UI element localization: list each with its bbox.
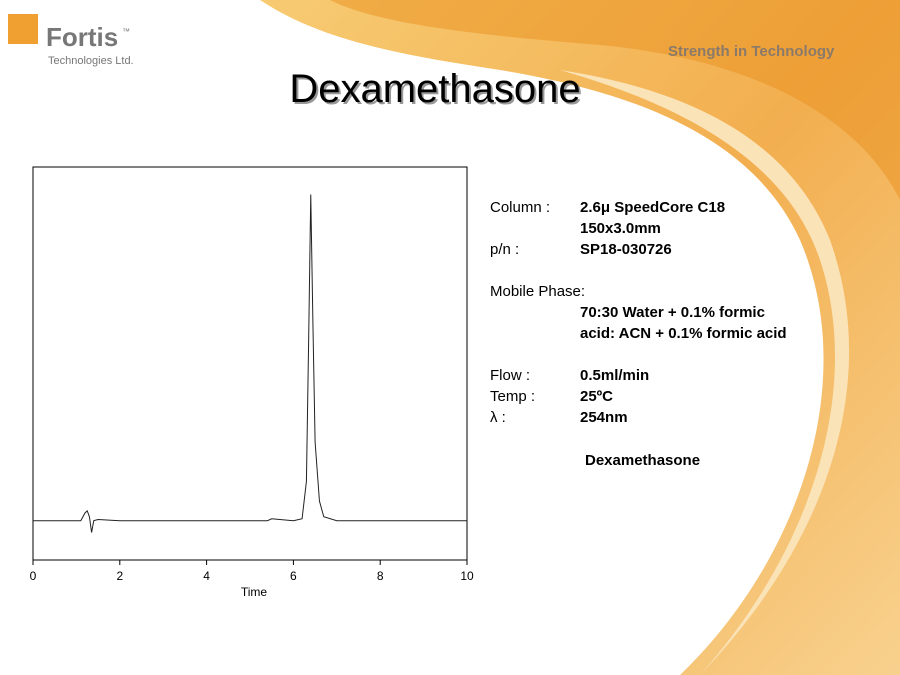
analyte: Dexamethasone [585, 452, 700, 469]
trace [33, 194, 467, 533]
x-tick-label: 10 [460, 569, 474, 583]
chart: 0 2 4 6 8 10 [30, 194, 474, 583]
mobile-phase-label: Mobile Phase: [490, 283, 585, 300]
title: Dexamethasone [289, 67, 580, 111]
column-line: 2.6μ SpeedCore C18 [580, 199, 725, 216]
column-line: 150x3.0mm [580, 220, 661, 237]
logo-name: Fortis [46, 22, 118, 52]
column-label: Column : [490, 199, 550, 216]
x-tick-label: 4 [203, 569, 210, 583]
mobile-phase-line: 70:30 Water + 0.1% formic [580, 304, 765, 321]
wavelength-label: λ : [490, 409, 506, 426]
pn-label: p/n : [490, 241, 519, 258]
x-tick-label: 0 [30, 569, 37, 583]
logo: Fortis ™ Technologies Ltd. [8, 14, 134, 67]
temp-label: Temp : [490, 388, 535, 405]
decor-swirl-dark [330, 0, 900, 200]
x-tick-label: 6 [290, 569, 297, 583]
tagline: Strength in Technology [668, 43, 835, 60]
pn-value: SP18-030726 [580, 241, 672, 258]
wavelength-value: 254nm [580, 409, 628, 426]
x-tick-label: 8 [377, 569, 384, 583]
x-tick-label: 2 [116, 569, 123, 583]
logo-tm: ™ [122, 27, 130, 36]
plot-frame [32, 166, 468, 561]
mobile-phase-line: acid: ACN + 0.1% formic acid [580, 325, 787, 342]
flow-value: 0.5ml/min [580, 367, 649, 384]
logo-sub: Technologies Ltd. [48, 55, 134, 67]
method-info: Column : 2.6μ SpeedCore C18 150x3.0mm p/… [490, 199, 787, 469]
x-axis-label: Time [241, 585, 268, 599]
flow-label: Flow : [490, 367, 530, 384]
temp-value: 25ºC [580, 388, 613, 405]
logo-mark [8, 14, 38, 44]
title-shadow: Dexamethasone [291, 69, 582, 113]
